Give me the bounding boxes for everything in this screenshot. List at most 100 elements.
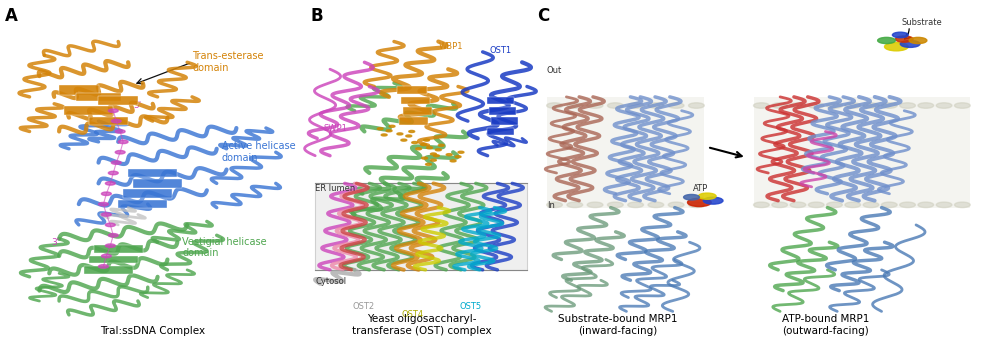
FancyBboxPatch shape [487, 128, 514, 135]
Circle shape [430, 159, 436, 161]
Circle shape [892, 32, 908, 38]
Circle shape [954, 103, 970, 108]
Circle shape [790, 103, 806, 108]
Circle shape [427, 147, 432, 149]
Circle shape [885, 43, 908, 51]
Circle shape [754, 103, 769, 108]
Text: Vestigial helicase
domain: Vestigial helicase domain [182, 237, 267, 258]
Text: Yeast oligosaccharyl-
transferase (OST) complex: Yeast oligosaccharyl- transferase (OST) … [352, 314, 492, 336]
Text: OST1: OST1 [490, 46, 511, 55]
FancyBboxPatch shape [118, 200, 167, 208]
Circle shape [108, 171, 118, 175]
Circle shape [648, 202, 664, 208]
Text: OST4: OST4 [402, 310, 424, 319]
Circle shape [772, 202, 788, 208]
Text: Substrate: Substrate [901, 18, 942, 27]
Circle shape [118, 140, 128, 144]
FancyBboxPatch shape [123, 190, 172, 198]
FancyBboxPatch shape [77, 92, 121, 101]
Text: TraI:ssDNA Complex: TraI:ssDNA Complex [100, 326, 205, 336]
Circle shape [422, 157, 427, 159]
Circle shape [668, 103, 684, 108]
Circle shape [389, 125, 395, 127]
Circle shape [381, 134, 387, 136]
Circle shape [882, 202, 897, 208]
Circle shape [900, 40, 920, 47]
Text: C: C [537, 7, 549, 25]
FancyBboxPatch shape [491, 117, 518, 125]
FancyBboxPatch shape [403, 107, 432, 115]
Circle shape [882, 103, 897, 108]
Circle shape [111, 119, 121, 123]
Circle shape [863, 103, 879, 108]
Circle shape [458, 151, 464, 153]
Circle shape [627, 103, 643, 108]
FancyBboxPatch shape [401, 97, 430, 104]
Circle shape [809, 103, 824, 108]
Circle shape [430, 153, 436, 155]
Circle shape [698, 193, 716, 199]
Circle shape [435, 149, 441, 151]
FancyBboxPatch shape [59, 85, 98, 95]
Circle shape [826, 202, 842, 208]
Circle shape [397, 133, 403, 135]
Circle shape [688, 198, 711, 207]
Circle shape [455, 156, 461, 158]
Text: OST5: OST5 [459, 302, 481, 311]
Text: Out: Out [547, 66, 561, 75]
Circle shape [608, 103, 624, 108]
Text: B: B [310, 7, 323, 25]
FancyBboxPatch shape [489, 107, 516, 115]
Circle shape [684, 194, 699, 200]
Circle shape [936, 202, 952, 208]
Circle shape [424, 139, 429, 141]
Circle shape [450, 160, 456, 162]
Circle shape [98, 265, 108, 268]
Text: 5': 5' [133, 101, 141, 110]
Circle shape [918, 202, 934, 208]
Circle shape [115, 130, 125, 133]
Text: A: A [5, 7, 18, 25]
Circle shape [909, 37, 927, 44]
Text: SWP1: SWP1 [323, 124, 347, 133]
Circle shape [377, 128, 383, 130]
Circle shape [115, 151, 125, 154]
Text: Substrate-bound MRP1
(inward-facing): Substrate-bound MRP1 (inward-facing) [558, 314, 678, 336]
Circle shape [826, 103, 842, 108]
Circle shape [689, 103, 704, 108]
Circle shape [108, 234, 118, 237]
Circle shape [401, 139, 407, 141]
Bar [754, 97, 970, 208]
Circle shape [895, 36, 913, 42]
Circle shape [878, 37, 895, 44]
Circle shape [433, 155, 439, 157]
FancyBboxPatch shape [64, 106, 113, 115]
Circle shape [406, 135, 412, 137]
Circle shape [845, 103, 861, 108]
Circle shape [421, 144, 427, 146]
Text: ATP: ATP [692, 184, 707, 193]
Circle shape [689, 202, 704, 208]
Circle shape [108, 109, 118, 112]
Text: 3': 3' [51, 238, 59, 247]
Circle shape [547, 103, 562, 108]
Circle shape [416, 148, 422, 150]
Circle shape [105, 223, 115, 227]
Circle shape [567, 202, 583, 208]
Circle shape [567, 103, 583, 108]
Circle shape [587, 202, 603, 208]
Text: In: In [547, 201, 555, 210]
FancyBboxPatch shape [89, 256, 138, 263]
Circle shape [105, 244, 115, 247]
Circle shape [587, 103, 603, 108]
Text: Active helicase
domain: Active helicase domain [222, 142, 296, 163]
FancyBboxPatch shape [84, 266, 133, 274]
Circle shape [668, 202, 684, 208]
FancyBboxPatch shape [397, 86, 427, 94]
Text: ER lumen: ER lumen [315, 184, 356, 193]
Circle shape [772, 103, 788, 108]
Text: OST2: OST2 [353, 302, 374, 311]
FancyBboxPatch shape [94, 245, 143, 253]
Circle shape [101, 192, 111, 195]
Text: ATP-bound MRP1
(outward-facing): ATP-bound MRP1 (outward-facing) [782, 314, 869, 336]
